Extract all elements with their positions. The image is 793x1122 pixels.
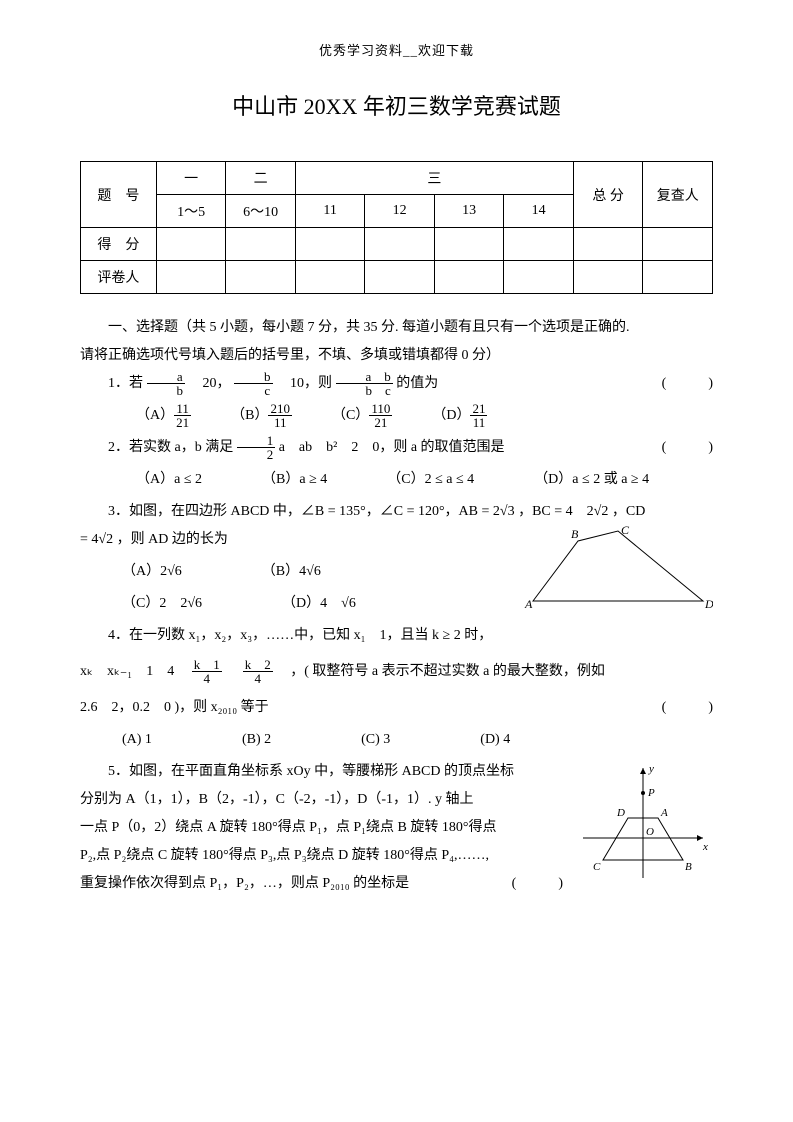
q1-options: （A）1121 （B）21011 （C）11021 （D）2111 [80,402,713,430]
q5-figure: P D A C B O x y [573,758,713,888]
th-one: 一 [156,162,226,195]
label-d: D [704,597,713,611]
label-p: P [647,787,655,799]
row-grader: 评卷人 [81,261,157,294]
q2-stem: 2．若实数 a，b 满足 12 a ab b² 2 0，则 a 的取值范围是 (… [80,434,713,462]
q2-paren: ( ) [634,434,713,462]
q3-opt-d: （D）4 √6 [282,590,356,618]
th-three: 三 [295,162,573,195]
q5-l2: 分别为 A（1，1），B（2，-1），C（-2，-1），D（-1，1）. y 轴… [80,786,563,814]
q4-line2: xₖ xₖ₋₁ 1 4 k 14 k 24 ，( 取整符号 a 表示不超过实数 … [80,658,713,686]
label-c: C [621,526,630,537]
label-a: A [524,597,533,611]
q1-opt-b: （B）21011 [231,402,292,430]
q5-l5: 重复操作依次得到点 P₁，P₂，…，则点 P₂₀₁₀ 的坐标是 ( ) [80,870,563,898]
q4-opt-b: (B) 2 [242,726,271,754]
q2-opt-d: （D）a ≤ 2 或 a ≥ 4 [534,466,649,494]
sub-1-5: 1～5 [156,195,226,228]
sub-13: 13 [434,195,504,228]
q3-opt-b: （B）4√6 [262,558,321,586]
th-total: 总 分 [573,162,643,228]
sub-11: 11 [295,195,365,228]
q4-paren: ( ) [662,694,713,722]
q2-opt-a: （A）a ≤ 2 [136,466,202,494]
label-y: y [648,763,654,775]
q4-opt-d: (D) 4 [480,726,510,754]
row-score: 得 分 [81,228,157,261]
q2-opt-c: （C）2 ≤ a ≤ 4 [387,466,474,494]
label-d: D [616,807,625,819]
q5-row: 5．如图，在平面直角坐标系 xOy 中，等腰梯形 ABCD 的顶点坐标 分别为 … [80,758,713,898]
label-b: B [571,527,579,541]
q4-opt-a: (A) 1 [122,726,152,754]
q4-opt-c: (C) 3 [361,726,390,754]
frac-abc: a bb c [336,370,393,397]
q1-opt-a: （A）1121 [136,402,191,430]
label-x: x [702,841,708,853]
q1-opt-c: （C）11021 [332,402,392,430]
th-review: 复查人 [643,162,713,228]
q4-line3: 2.6 2，0.2 0 )，则 x₂₀₁₀ 等于 ( ) [80,694,713,722]
q2-opt-b: （B）a ≥ 4 [262,466,327,494]
sub-12: 12 [365,195,435,228]
body: 一、选择题（共 5 小题，每小题 7 分，共 35 分. 每道小题有且只有一个选… [80,314,713,898]
sub-6-10: 6～10 [226,195,296,228]
q3-stem: 3．如图，在四边形 ABCD 中，∠B = 135°，∠C = 120°，AB … [80,498,713,526]
section1-intro-b: 请将正确选项代号填入题后的括号里，不填、多填或错填都得 0 分） [80,342,713,370]
frac-bc: bc [234,370,273,397]
q5-l3: 一点 P（0，2）绕点 A 旋转 180°得点 P₁，点 P₁绕点 B 旋转 1… [80,814,563,842]
th-two: 二 [226,162,296,195]
q4-stem: 4．在一列数 x₁，x₂，x₃，……中，已知 x₁ 1，且当 k ≥ 2 时， [80,622,713,650]
q3-opt-c: （C）2 2√6 [122,590,202,618]
score-table: 题 号 一 二 三 总 分 复查人 1～5 6～10 11 12 13 14 得… [80,161,713,294]
q3-row: = 4√2 ，则 AD 边的长为 （A）2√6 （B）4√6 （C）2 2√6 … [80,526,713,622]
sub-14: 14 [504,195,574,228]
q2-options: （A）a ≤ 2 （B）a ≥ 4 （C）2 ≤ a ≤ 4 （D）a ≤ 2 … [80,466,713,494]
label-o: O [646,826,654,838]
frac-ab: ab [147,370,186,397]
page: 优秀学习资料__欢迎下载 中山市 20XX 年初三数学竞赛试题 题 号 一 二 … [0,0,793,1122]
section1-intro-a: 一、选择题（共 5 小题，每小题 7 分，共 35 分. 每道小题有且只有一个选… [80,314,713,342]
label-c: C [593,861,601,873]
th-num: 题 号 [81,162,157,228]
q5-l1: 5．如图，在平面直角坐标系 xOy 中，等腰梯形 ABCD 的顶点坐标 [80,758,563,786]
q5-l4: P₂,点 P₂绕点 C 旋转 180°得点 P₃,点 P₃绕点 D 旋转 180… [80,842,563,870]
q5-paren: ( ) [512,870,563,898]
frac-half: 12 [237,434,276,461]
q1-stem: 1．若 ab 20， bc 10，则 a bb c 的值为 ( ) [80,370,713,398]
q1-paren: ( ) [634,370,713,398]
q3-figure: A B C D [513,526,713,616]
q4-options: (A) 1 (B) 2 (C) 3 (D) 4 [80,726,713,754]
page-title: 中山市 20XX 年初三数学竞赛试题 [80,89,713,121]
label-a: A [660,807,668,819]
label-b: B [685,861,692,873]
header-note: 优秀学习资料__欢迎下载 [80,40,713,59]
q1-opt-d: （D）2111 [432,402,487,430]
q3-opt-a: （A）2√6 [122,558,182,586]
